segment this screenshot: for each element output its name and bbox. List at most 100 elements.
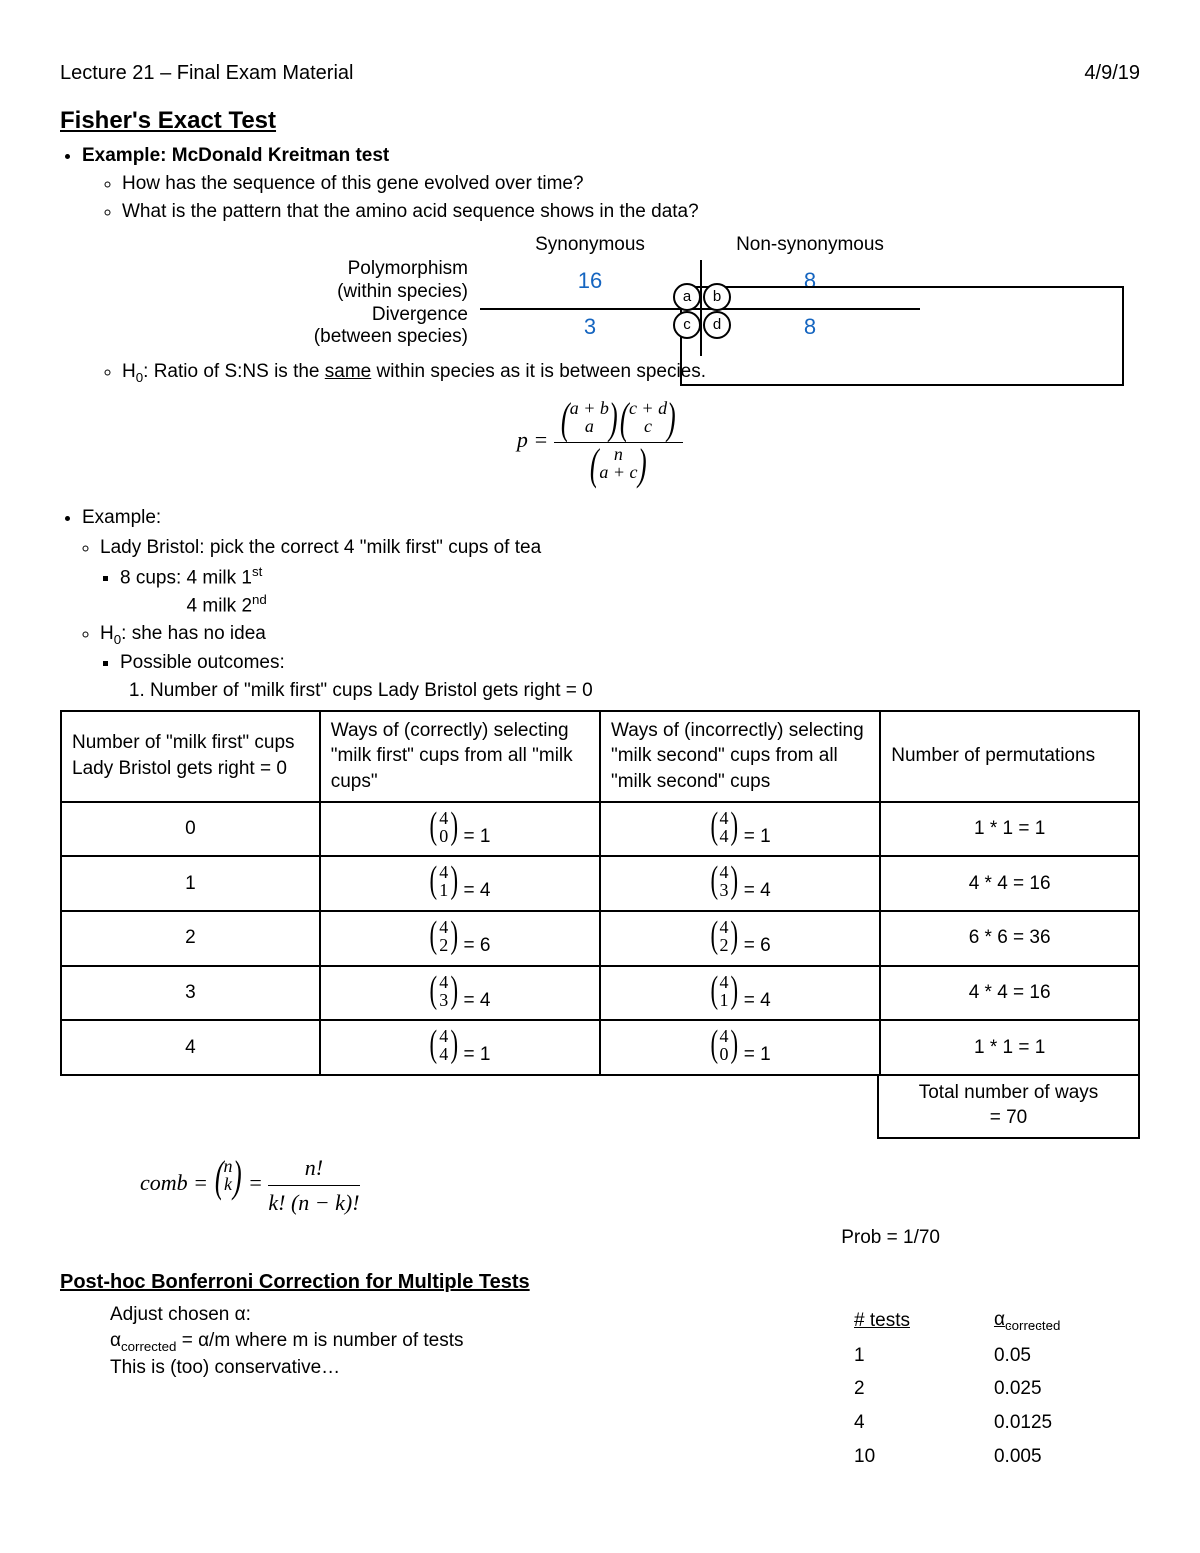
cups1-sup: st: [252, 564, 262, 579]
outcomes-h2: Ways of (correctly) selecting "milk firs…: [320, 711, 600, 802]
table-row: 141 = 443 = 44 * 4 = 16: [61, 856, 1139, 911]
row-perm: 4 * 4 = 16: [880, 966, 1139, 1021]
ex2-h0-h: H: [100, 623, 114, 644]
comb-label: comb =: [140, 1170, 208, 1195]
table-row: 40.0125: [842, 1407, 1138, 1439]
row-perm: 1 * 1 = 1: [880, 802, 1139, 857]
bonferroni-table: # tests αcorrected 10.0520.02540.0125100…: [840, 1302, 1140, 1474]
mk-val-a: 16: [480, 258, 700, 304]
table-row: 100.005: [842, 1441, 1138, 1473]
bonf-a: 0.025: [982, 1373, 1138, 1405]
bonf-col2-sub: corrected: [1005, 1318, 1060, 1333]
comb-num: n!: [268, 1153, 359, 1186]
mk-val-b: 8: [700, 258, 920, 304]
table-row: 040 = 144 = 11 * 1 = 1: [61, 802, 1139, 857]
binom-n-top: n: [599, 445, 637, 463]
bonf-a: 0.05: [982, 1340, 1138, 1372]
row-n: 0: [61, 802, 320, 857]
h0-statement: H0: Ratio of S:NS is the same within spe…: [122, 359, 1140, 387]
row-c1: 41 = 4: [320, 856, 600, 911]
row-c1: 40 = 1: [320, 802, 600, 857]
bonf-n: 4: [842, 1407, 980, 1439]
bonf-line3: This is (too) conservative…: [110, 1355, 760, 1381]
example1-heading: Example: McDonald Kreitman test How has …: [82, 143, 1140, 224]
mk-row1b: (within species): [337, 281, 468, 302]
example2-h0: H0: she has no idea: [100, 621, 1140, 649]
cups2-sup: nd: [252, 592, 267, 607]
row-c2: 40 = 1: [600, 1020, 880, 1075]
cups2: 4 milk 2: [187, 595, 252, 616]
cups-line: 8 cups: 4 milk 1st 8 cups: 4 milk 2nd: [120, 563, 1140, 619]
outcomes-h1: Number of "milk first" cups Lady Bristol…: [61, 711, 320, 802]
bonf-n: 2: [842, 1373, 980, 1405]
header-left: Lecture 21 – Final Exam Material: [60, 60, 353, 87]
cups1: 8 cups: 4 milk 1: [120, 567, 252, 588]
row-c1: 42 = 6: [320, 911, 600, 966]
row-c1: 44 = 1: [320, 1020, 600, 1075]
comb-formula: comb = nk = n!k! (n − k)!: [140, 1153, 1140, 1217]
row-c2: 43 = 4: [600, 856, 880, 911]
h0-text1: : Ratio of S:NS is the: [143, 361, 325, 382]
bonf-alpha-sub: corrected: [121, 1339, 176, 1354]
mk-row-divergence: Divergence (between species): [280, 304, 480, 350]
possible-outcomes: Possible outcomes:: [120, 650, 1140, 676]
bonf-a: 0.0125: [982, 1407, 1138, 1439]
header-right: 4/9/19: [1084, 60, 1140, 87]
bonferroni-section: Adjust chosen α: αcorrected = α/m where …: [60, 1302, 1140, 1474]
total-value: = 70: [990, 1107, 1028, 1128]
row-perm: 4 * 4 = 16: [880, 856, 1139, 911]
outcome-1: Number of "milk first" cups Lady Bristol…: [150, 678, 1140, 704]
page-header: Lecture 21 – Final Exam Material 4/9/19: [60, 60, 1140, 87]
row-c2: 42 = 6: [600, 911, 880, 966]
mk-row2b: (between species): [314, 326, 468, 347]
p-formula: p = a + bac + dc na + c: [60, 399, 1140, 485]
h0-same: same: [325, 361, 371, 382]
mk-row1a: Polymorphism: [348, 258, 468, 279]
row-n: 4: [61, 1020, 320, 1075]
outcomes-table: Number of "milk first" cups Lady Bristol…: [60, 710, 1140, 1076]
binom-ab-bot: a: [570, 417, 609, 435]
h0-h: H: [122, 361, 136, 382]
bonf-col1: # tests: [842, 1304, 980, 1338]
example1-q2: What is the pattern that the amino acid …: [122, 199, 1140, 225]
lady-bristol: Lady Bristol: pick the correct 4 "milk f…: [100, 535, 1140, 561]
mk-row2a: Divergence: [372, 304, 468, 325]
table-row: 20.025: [842, 1373, 1138, 1405]
total-label: Total number of ways: [919, 1082, 1099, 1103]
outcomes-h3: Ways of (incorrectly) selecting "milk se…: [600, 711, 880, 802]
bonferroni-heading: Post-hoc Bonferroni Correction for Multi…: [60, 1269, 1140, 1296]
bonf-line2b: = α/m where m is number of tests: [176, 1330, 463, 1351]
binom-cd-bot: c: [629, 417, 667, 435]
example1-q1: How has the sequence of this gene evolve…: [122, 171, 1140, 197]
row-perm: 6 * 6 = 36: [880, 911, 1139, 966]
example1-heading-text: Example: McDonald Kreitman test: [82, 145, 389, 166]
row-c1: 43 = 4: [320, 966, 600, 1021]
bonf-header-row: # tests αcorrected: [842, 1304, 1138, 1338]
comb-nb: k: [224, 1175, 233, 1193]
example2-heading: Example:: [82, 505, 1140, 531]
p-equals: p =: [517, 427, 548, 452]
ex2-h0-text: : she has no idea: [121, 623, 266, 644]
mk-row-polymorphism: Polymorphism (within species): [280, 258, 480, 304]
binom-ab-top: a + b: [570, 399, 609, 417]
mk-table: Synonymous Non-synonymous Polymorphism (…: [60, 232, 1140, 349]
table-row: 242 = 642 = 66 * 6 = 36: [61, 911, 1139, 966]
bonf-line1: Adjust chosen α:: [110, 1302, 760, 1328]
outcomes-h4: Number of permutations: [880, 711, 1139, 802]
title-fisher: Fisher's Exact Test: [60, 105, 1140, 137]
comb-nt: n: [224, 1157, 233, 1175]
row-c2: 44 = 1: [600, 802, 880, 857]
bonf-col2-a: α: [994, 1309, 1005, 1330]
h0-text2: within species as it is between species.: [371, 361, 706, 382]
binom-cd-top: c + d: [629, 399, 667, 417]
outcomes-header-row: Number of "milk first" cups Lady Bristol…: [61, 711, 1139, 802]
row-n: 1: [61, 856, 320, 911]
row-n: 3: [61, 966, 320, 1021]
table-row: 10.05: [842, 1340, 1138, 1372]
mk-val-c: 3: [480, 304, 700, 350]
total-ways: Total number of ways = 70: [877, 1076, 1140, 1139]
mk-col-nonsynonymous: Non-synonymous: [700, 232, 920, 258]
bonf-col2: αcorrected: [982, 1304, 1138, 1338]
mk-col-synonymous: Synonymous: [480, 232, 700, 258]
bonf-n: 1: [842, 1340, 980, 1372]
